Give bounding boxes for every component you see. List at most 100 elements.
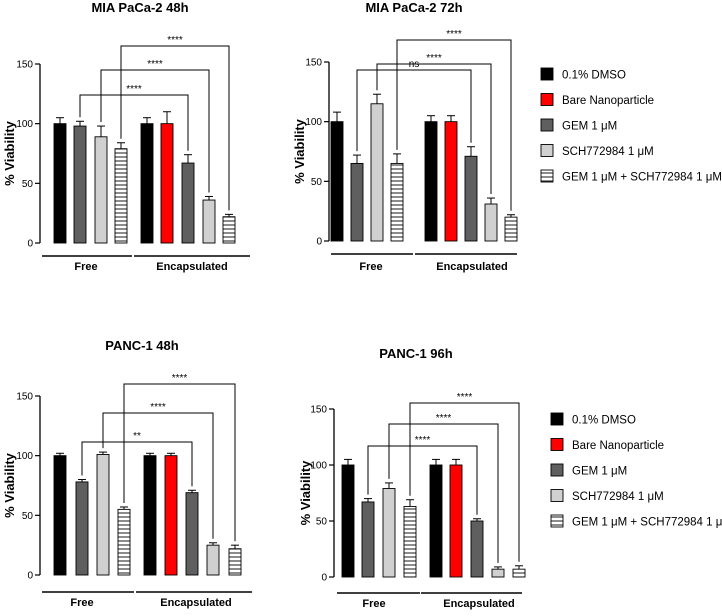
group-label: Free [359, 261, 382, 273]
bar [350, 162, 364, 242]
chart-title: MIA PaCa-2 48h [91, 0, 188, 15]
legend-swatch [540, 169, 554, 183]
legend-label: 0.1% DMSO [562, 70, 626, 82]
legend-swatch [550, 514, 564, 528]
legend-swatch [540, 67, 554, 81]
bar [491, 568, 505, 578]
significance-bracket [367, 445, 478, 515]
y-tick-label: 0 [316, 237, 322, 248]
legend-label: GEM 1 μM + SCH772984 1 μM [572, 517, 722, 529]
bar [470, 520, 484, 578]
bar [143, 455, 157, 576]
legend-label: SCH772984 1 μM [572, 491, 664, 503]
bar [53, 123, 67, 244]
y-axis-label: % Viability [292, 118, 307, 184]
legend-label: GEM 1 μM + SCH772984 1 μM [562, 172, 722, 184]
bar [53, 455, 67, 576]
legend-swatch [550, 489, 564, 502]
significance-bracket [356, 69, 472, 152]
bar [96, 454, 110, 576]
bar [361, 501, 375, 578]
bar [424, 121, 438, 242]
significance-bracket [123, 383, 236, 542]
bar [94, 136, 108, 244]
significance-label: **** [457, 392, 473, 403]
bar [403, 505, 417, 578]
y-tick-label: 0 [27, 239, 33, 250]
chart-title: PANC-1 96h [379, 346, 453, 361]
significance-label: **** [150, 402, 166, 413]
significance-bracket [100, 69, 210, 193]
group-label: Encapsulated [156, 261, 228, 273]
legend-swatch [540, 144, 554, 157]
significance-label: **** [426, 53, 442, 64]
y-tick-label: 150 [16, 392, 33, 403]
y-tick-label: 150 [310, 405, 327, 416]
bar [228, 548, 242, 576]
legend-label: SCH772984 1 μM [562, 146, 654, 158]
bar [382, 488, 396, 578]
significance-label: **** [172, 373, 188, 384]
y-tick-label: 0 [27, 571, 33, 582]
legend-label: GEM 1 μM [572, 466, 627, 478]
legend-swatch [550, 463, 564, 477]
y-tick-label: 50 [22, 179, 34, 190]
significance-bracket [396, 39, 512, 211]
y-axis-label: % Viability [298, 460, 313, 526]
legend-swatch [540, 93, 554, 106]
y-tick-label: 150 [16, 60, 33, 71]
bar [504, 216, 518, 242]
y-axis-label: % Viability [2, 120, 17, 186]
significance-bracket [79, 94, 189, 151]
significance-bracket [81, 441, 193, 487]
legend-swatch [540, 118, 554, 132]
chart-panel-1: MIA PaCa-2 48h % Viability 0 50 100 150 Free En… [2, 0, 250, 273]
y-tick-label: 50 [316, 517, 328, 528]
bar [185, 492, 199, 576]
significance-bracket [409, 402, 520, 562]
group-label: Encapsulated [443, 598, 515, 610]
y-tick-label: 100 [310, 461, 327, 472]
bar [464, 155, 478, 242]
chart-panel-2: MIA PaCa-2 72h % Viability 0 50 100 150 Free En… [292, 0, 518, 273]
bar [444, 121, 458, 242]
y-tick-label: 50 [22, 511, 34, 522]
bar [117, 508, 131, 576]
bar [202, 199, 216, 244]
bar [512, 568, 526, 578]
significance-bracket [388, 423, 499, 563]
bar [206, 544, 220, 576]
bar [429, 464, 443, 578]
significance-bracket [376, 63, 492, 195]
bar [114, 148, 128, 244]
y-axis-label: % Viability [2, 452, 17, 518]
bar [484, 203, 498, 242]
bar [222, 216, 236, 244]
significance-bracket [120, 45, 230, 211]
legend-2: 0.1% DMSO Bare Nanoparticle GEM 1 μM SCH772… [550, 412, 722, 529]
chart-panel-3: PANC-1 48h % Viability 0 50 100 150 Free Encaps… [2, 338, 252, 609]
group-label: Free [74, 261, 97, 273]
y-tick-label: 100 [16, 119, 33, 130]
legend-label: 0.1% DMSO [572, 415, 636, 427]
chart-panel-4: PANC-1 96h % Viability 0 50 100 150 Free Encaps… [298, 346, 526, 610]
significance-label: **** [167, 35, 183, 46]
legend-label: Bare Nanoparticle [572, 440, 664, 452]
significance-label: **** [415, 435, 431, 446]
bar [73, 125, 87, 244]
bar [341, 464, 355, 578]
significance-label: ** [133, 431, 141, 442]
bar [449, 464, 463, 578]
bar [140, 123, 154, 244]
chart-title: PANC-1 48h [105, 338, 179, 353]
group-label: Free [70, 597, 93, 609]
group-label: Encapsulated [436, 261, 508, 273]
bar [330, 121, 344, 242]
bar [370, 103, 384, 242]
bar [181, 162, 195, 244]
bar [164, 455, 178, 576]
y-tick-label: 150 [305, 58, 322, 69]
legend-swatch [550, 438, 564, 451]
y-tick-label: 50 [311, 177, 323, 188]
